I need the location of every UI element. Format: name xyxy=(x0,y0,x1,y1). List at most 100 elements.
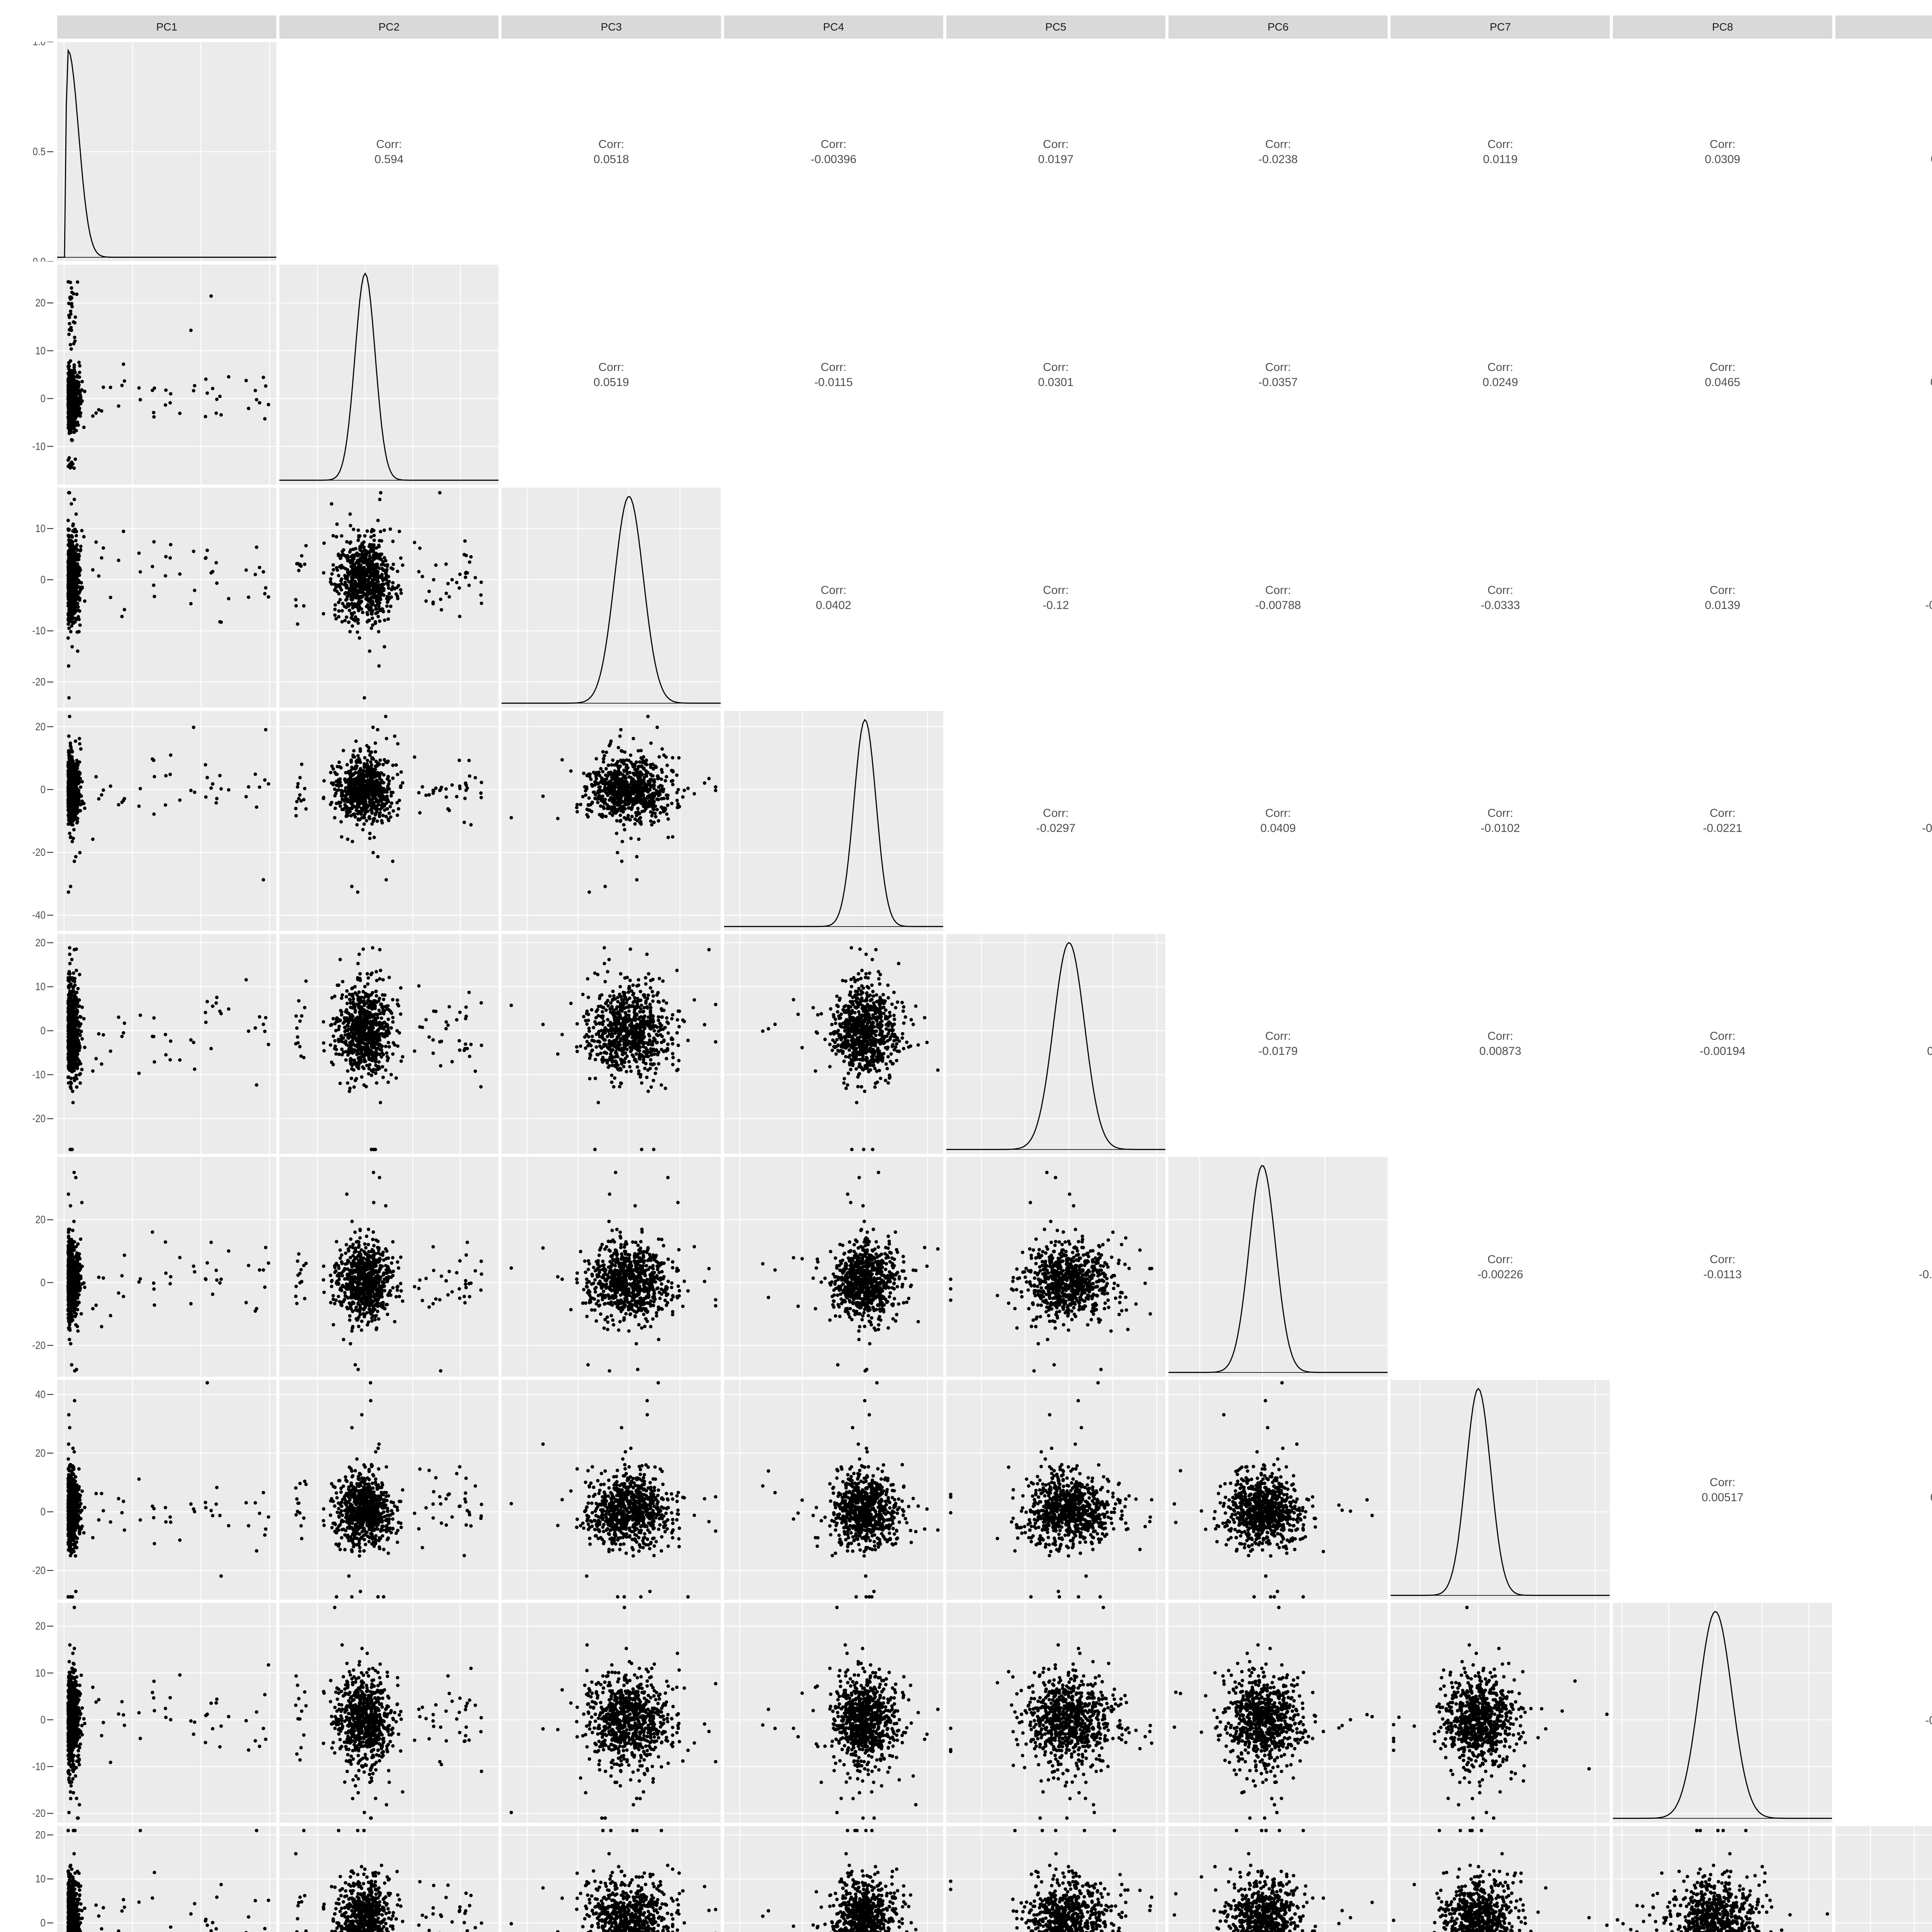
panel-PC5-PC5 xyxy=(946,934,1165,1154)
panel-PC4-PC5: Corr:-0.0297 xyxy=(946,711,1165,931)
svg-text:-20: -20 xyxy=(32,847,46,858)
panel-PC5-PC7: Corr:0.00873 xyxy=(1391,934,1610,1154)
corr-PC3-PC7: Corr:-0.0333 xyxy=(1481,583,1520,613)
panel-PC3-PC9: Corr:-0.0743 xyxy=(1835,488,1932,707)
corr-PC2-PC9: Corr:0.033 xyxy=(1930,360,1932,390)
corr-PC1-PC3: Corr:0.0518 xyxy=(594,137,629,167)
corr-PC3-PC8: Corr:0.0139 xyxy=(1705,583,1740,613)
svg-text:0: 0 xyxy=(41,1025,46,1037)
svg-text:10: 10 xyxy=(35,1668,46,1679)
panel-PC6-PC3 xyxy=(502,1157,721,1377)
svg-text:20: 20 xyxy=(35,721,46,733)
panel-PC1-PC5: Corr:0.0197 xyxy=(946,42,1165,262)
corr-PC1-PC2: Corr:0.594 xyxy=(374,137,403,167)
panel-PC7-PC8: Corr:0.00517 xyxy=(1613,1380,1832,1600)
corr-PC1-PC5: Corr:0.0197 xyxy=(1038,137,1074,167)
y-axis-PC7: -2002040 xyxy=(15,1380,54,1600)
panel-PC9-PC7 xyxy=(1391,1826,1610,1932)
panel-PC9-PC5 xyxy=(946,1826,1165,1932)
panel-PC2-PC8: Corr:0.0465 xyxy=(1613,265,1832,485)
strip-top-PC8: PC8 xyxy=(1613,15,1832,39)
y-axis-PC9: -20-1001020 xyxy=(15,1826,54,1932)
corr-PC2-PC5: Corr:0.0301 xyxy=(1038,360,1074,390)
corr-PC6-PC7: Corr:-0.00226 xyxy=(1478,1252,1523,1282)
panel-PC7-PC6 xyxy=(1168,1380,1388,1600)
panel-PC3-PC2 xyxy=(279,488,498,707)
panel-PC4-PC8: Corr:-0.0221 xyxy=(1613,711,1832,931)
svg-text:20: 20 xyxy=(35,1829,46,1841)
y-axis-PC3: -20-10010 xyxy=(15,488,54,707)
panel-PC2-PC5: Corr:0.0301 xyxy=(946,265,1165,485)
panel-PC3-PC3 xyxy=(502,488,721,707)
corr-PC1-PC7: Corr:0.0119 xyxy=(1483,137,1518,167)
strip-top-PC1: PC1 xyxy=(57,15,276,39)
corr-PC5-PC8: Corr:-0.00194 xyxy=(1700,1029,1745,1059)
panel-PC2-PC2 xyxy=(279,265,498,485)
panel-PC7-PC1 xyxy=(57,1380,276,1600)
panel-PC1-PC3: Corr:0.0518 xyxy=(502,42,721,262)
panel-PC4-PC4 xyxy=(724,711,943,931)
corr-PC3-PC9: Corr:-0.0743 xyxy=(1925,583,1932,613)
panel-PC5-PC9: Corr:0.0137 xyxy=(1835,934,1932,1154)
panel-PC9-PC2 xyxy=(279,1826,498,1932)
corr-PC2-PC8: Corr:0.0465 xyxy=(1705,360,1740,390)
corr-PC1-PC6: Corr:-0.0238 xyxy=(1259,137,1298,167)
panel-PC6-PC4 xyxy=(724,1157,943,1377)
svg-text:0: 0 xyxy=(41,1506,46,1518)
svg-text:-20: -20 xyxy=(32,1808,46,1820)
y-axis-PC2: -1001020 xyxy=(15,265,54,485)
panel-PC9-PC1 xyxy=(57,1826,276,1932)
y-axis-PC1: 0.00.51.0 xyxy=(15,42,54,262)
panel-PC8-PC6 xyxy=(1168,1603,1388,1823)
svg-text:20: 20 xyxy=(35,937,46,949)
panel-PC3-PC4: Corr:0.0402 xyxy=(724,488,943,707)
svg-text:0: 0 xyxy=(41,1714,46,1726)
panel-PC8-PC2 xyxy=(279,1603,498,1823)
svg-text:0.0: 0.0 xyxy=(33,256,46,262)
corr-PC2-PC4: Corr:-0.0115 xyxy=(814,360,853,390)
panel-PC4-PC9: Corr:-0.00286 xyxy=(1835,711,1932,931)
svg-text:0: 0 xyxy=(41,574,46,586)
panel-PC6-PC1 xyxy=(57,1157,276,1377)
corr-PC5-PC9: Corr:0.0137 xyxy=(1927,1029,1932,1059)
panel-PC4-PC3 xyxy=(502,711,721,931)
svg-text:20: 20 xyxy=(35,1621,46,1633)
corr-PC4-PC6: Corr:0.0409 xyxy=(1260,806,1296,836)
panel-PC6-PC2 xyxy=(279,1157,498,1377)
panel-PC3-PC5: Corr:-0.12 xyxy=(946,488,1165,707)
panel-PC7-PC7 xyxy=(1391,1380,1610,1600)
panel-PC5-PC8: Corr:-0.00194 xyxy=(1613,934,1832,1154)
svg-text:10: 10 xyxy=(35,523,46,535)
svg-text:-20: -20 xyxy=(32,1340,46,1352)
corr-PC2-PC6: Corr:-0.0357 xyxy=(1259,360,1298,390)
strip-top-PC3: PC3 xyxy=(502,15,721,39)
y-axis-PC6: -20020 xyxy=(15,1157,54,1377)
corr-PC4-PC9: Corr:-0.00286 xyxy=(1922,806,1932,836)
panel-PC9-PC8 xyxy=(1613,1826,1832,1932)
svg-text:10: 10 xyxy=(35,981,46,993)
panel-PC7-PC9: Corr:0.014 xyxy=(1835,1380,1932,1600)
panel-PC1-PC8: Corr:0.0309 xyxy=(1613,42,1832,262)
panel-PC7-PC4 xyxy=(724,1380,943,1600)
svg-text:-20: -20 xyxy=(32,1565,46,1577)
corr-PC1-PC4: Corr:-0.00396 xyxy=(811,137,856,167)
strip-top-PC5: PC5 xyxy=(946,15,1165,39)
y-axis-PC5: -20-1001020 xyxy=(15,934,54,1154)
corr-PC3-PC5: Corr:-0.12 xyxy=(1043,583,1069,613)
svg-text:10: 10 xyxy=(35,1873,46,1885)
panel-PC8-PC1 xyxy=(57,1603,276,1823)
corr-PC4-PC8: Corr:-0.0221 xyxy=(1703,806,1742,836)
svg-text:-10: -10 xyxy=(32,1069,46,1081)
svg-text:10: 10 xyxy=(35,345,46,357)
corr-PC3-PC6: Corr:-0.00788 xyxy=(1255,583,1301,613)
panel-PC9-PC6 xyxy=(1168,1826,1388,1932)
y-axis-PC4: -40-20020 xyxy=(15,711,54,931)
corr-PC8-PC9: Corr:-0.0016 xyxy=(1925,1698,1932,1728)
panel-PC2-PC6: Corr:-0.0357 xyxy=(1168,265,1388,485)
corr-PC3-PC4: Corr:0.0402 xyxy=(816,583,851,613)
panel-PC2-PC9: Corr:0.033 xyxy=(1835,265,1932,485)
panel-PC1-PC6: Corr:-0.0238 xyxy=(1168,42,1388,262)
corr-PC7-PC9: Corr:0.014 xyxy=(1930,1475,1932,1505)
svg-text:1.0: 1.0 xyxy=(33,42,46,48)
panel-PC4-PC2 xyxy=(279,711,498,931)
